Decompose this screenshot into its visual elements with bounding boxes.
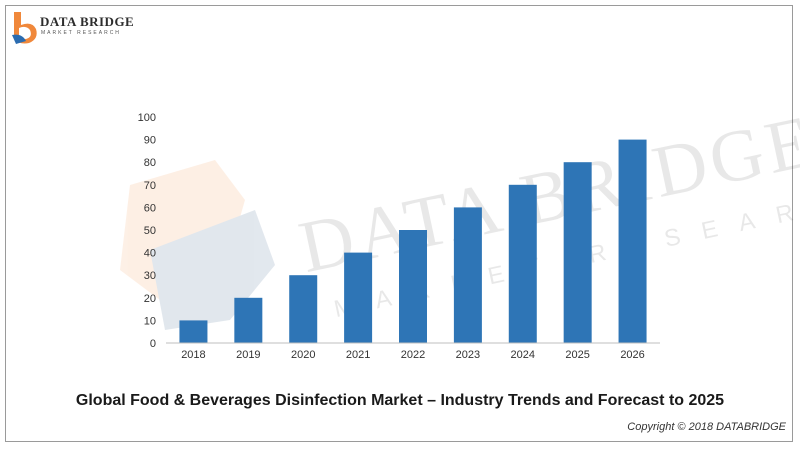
- x-tick-label: 2022: [401, 349, 425, 361]
- x-tick-label: 2020: [291, 349, 315, 361]
- x-tick-label: 2024: [511, 349, 535, 361]
- x-tick-label: 2026: [620, 349, 644, 361]
- bar-2019: [234, 297, 263, 343]
- y-tick-label: 50: [144, 225, 156, 237]
- y-tick-label: 10: [144, 315, 156, 327]
- y-axis: 0 10 20 30 40 50 60 70 80 90 100: [138, 112, 156, 350]
- bar-2024: [508, 184, 537, 343]
- bar-2018: [179, 320, 208, 343]
- bar-2025: [563, 162, 592, 343]
- bar-2020: [289, 275, 318, 343]
- y-tick-label: 30: [144, 270, 156, 282]
- bar-2021: [344, 252, 373, 343]
- x-axis: 2018 2019 2020 2021 2022 2023 2024 2025 2026: [181, 349, 645, 361]
- bars: [179, 139, 647, 343]
- y-tick-label: 60: [144, 202, 156, 214]
- logo-name: DATA BRIDGE: [40, 14, 135, 29]
- bar-2023: [453, 207, 482, 343]
- data-bridge-logo-icon: [12, 12, 37, 44]
- x-tick-label: 2025: [565, 349, 589, 361]
- x-tick-label: 2021: [346, 349, 370, 361]
- copyright-text: Copyright © 2018 DATABRIDGE: [627, 421, 786, 433]
- y-tick-label: 100: [138, 112, 156, 124]
- logo-subtitle: MARKET RESEARCH: [41, 30, 121, 36]
- x-tick-label: 2019: [236, 349, 260, 361]
- y-tick-label: 80: [144, 157, 156, 169]
- x-tick-label: 2023: [456, 349, 480, 361]
- bar-2026: [618, 139, 647, 343]
- logo: DATA BRIDGE MARKET RESEARCH: [12, 11, 134, 45]
- y-tick-label: 90: [144, 135, 156, 147]
- y-tick-label: 70: [144, 180, 156, 192]
- figure-frame: [5, 5, 793, 442]
- x-tick-label: 2018: [181, 349, 205, 361]
- bar-2022: [399, 230, 427, 343]
- chart-title: Global Food & Beverages Disinfection Mar…: [75, 392, 725, 409]
- y-tick-label: 40: [144, 248, 156, 260]
- y-tick-label: 20: [144, 293, 156, 305]
- y-tick-label: 0: [150, 338, 156, 350]
- watermark-logo-icon: [120, 160, 245, 300]
